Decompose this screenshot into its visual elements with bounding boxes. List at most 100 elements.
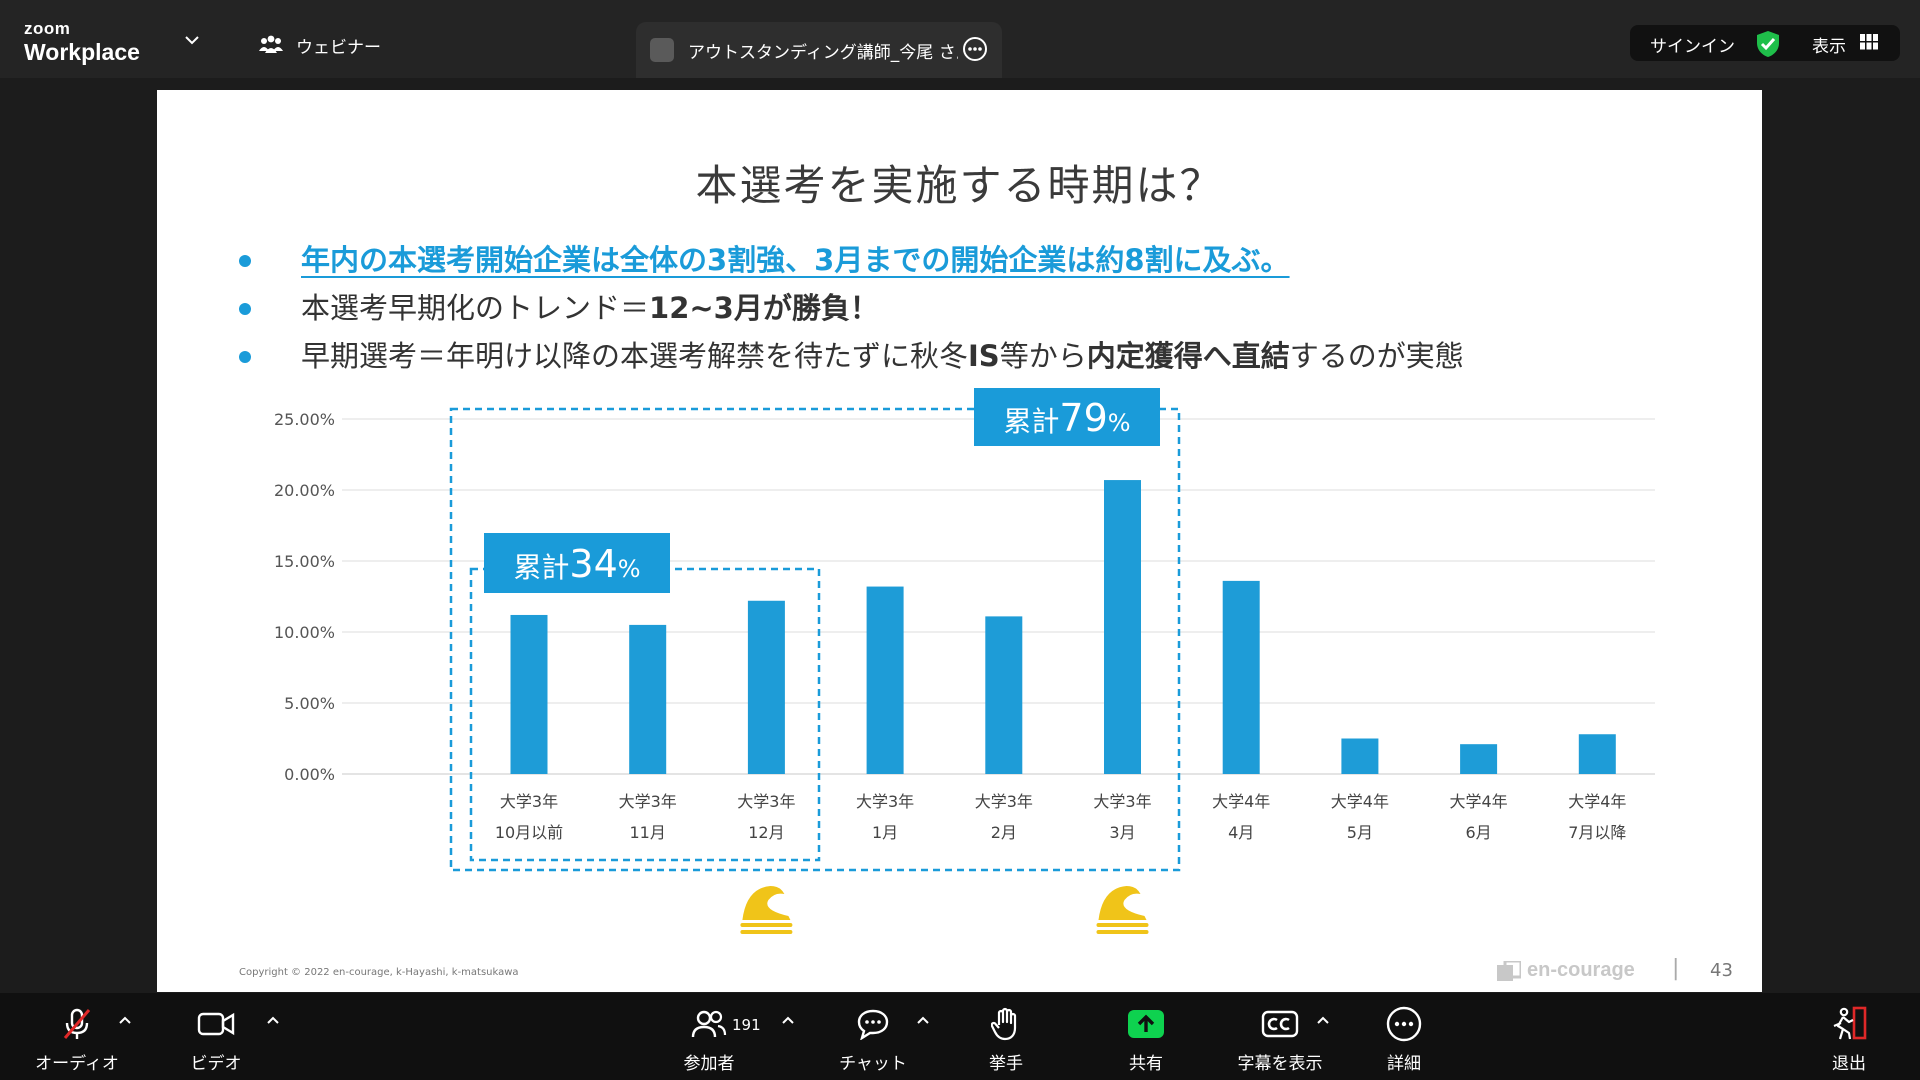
y-tick-label: 5.00% (284, 694, 335, 713)
raise-hand-icon (991, 1007, 1017, 1041)
x-tick-label: 6月 (1466, 823, 1492, 842)
bar (1341, 738, 1379, 774)
bar (629, 624, 667, 774)
x-tick-label: 2月 (991, 823, 1017, 842)
wave-icon (1098, 886, 1147, 920)
captions-options-caret-icon[interactable] (1316, 1015, 1330, 1025)
y-tick-label: 25.00% (274, 410, 335, 429)
share-button[interactable]: 共有 (1106, 993, 1186, 1080)
share-label: 共有 (1129, 1054, 1163, 1074)
cumulative-label: 累計79% (1003, 396, 1130, 440)
slide-title: 本選考を実施する時期は？ (695, 161, 1224, 210)
bar-chart: 0.00% 5.00% 10.00% 15.00% 20.00% 25.00% 大学3年 10… (274, 388, 1655, 934)
wave-line (740, 930, 793, 934)
shared-slide: 本選考を実施する時期は？ 年内の本選考開始企業は全体の3割強、3月までの開始企業… (157, 90, 1762, 992)
more-options-icon (1386, 1006, 1422, 1042)
encourage-logo-text: en-courage (1527, 959, 1635, 981)
video-options-caret-icon[interactable] (266, 1015, 280, 1025)
cumulative-label-bg (484, 533, 670, 593)
raise-hand-button[interactable]: 挙手 (972, 993, 1040, 1080)
webinar-menu[interactable]: ウェビナー (258, 33, 381, 58)
bar (985, 616, 1023, 774)
participants-button[interactable]: 参加者 (672, 993, 746, 1080)
bullet-text-3a: 早期選考＝年明け以降の本選考解禁を待たずに秋冬 (301, 339, 969, 373)
bullet-text-1: 年内の本選考開始企業は全体の3割強、3月までの開始企業は約8割に及ぶ。 (301, 243, 1290, 277)
leave-icon (1833, 1006, 1867, 1040)
x-tick-label: 大学4年 (1568, 792, 1626, 811)
bullet-item: 年内の本選考開始企業は全体の3割強、3月までの開始企業は約8割に及ぶ。 (239, 236, 1464, 284)
account-area: サインイン 表示 (1630, 25, 1900, 61)
closed-captions-icon (1261, 1010, 1299, 1038)
captions-button[interactable]: 字幕を表示 (1232, 993, 1328, 1080)
y-tick-label: 20.00% (274, 481, 335, 500)
wave-line (740, 923, 793, 927)
tab-title: アウトスタンディング講師_今尾 さんの (688, 43, 958, 63)
microphone-muted-icon (63, 1008, 91, 1039)
raise-hand-label: 挙手 (989, 1054, 1023, 1074)
x-tick-label: 大学4年 (1212, 792, 1270, 811)
x-tick-label: 大学3年 (856, 792, 914, 811)
chat-label: チャット (839, 1054, 907, 1074)
bullet-dot (239, 255, 251, 267)
bar (510, 614, 548, 774)
bar (747, 600, 785, 774)
bullet-list: 年内の本選考開始企業は全体の3割強、3月までの開始企業は約8割に及ぶ。 本選考早… (239, 236, 1464, 380)
audio-options-caret-icon[interactable] (118, 1015, 132, 1025)
x-tick-label: 5月 (1347, 823, 1373, 842)
leave-button[interactable]: 退出 (1812, 993, 1886, 1080)
more-options-icon[interactable] (962, 36, 988, 62)
tab-app-icon (650, 38, 674, 62)
video-button[interactable]: ビデオ (180, 993, 252, 1080)
shield-check-icon[interactable] (1755, 30, 1781, 58)
video-camera-icon (197, 1012, 235, 1036)
x-tick-label: 7月以降 (1568, 823, 1626, 842)
cumulative-unit: % (1108, 409, 1131, 437)
bullet-dot (239, 303, 251, 315)
chat-options-caret-icon[interactable] (916, 1015, 930, 1025)
bullet-text-2b: 12~3月が勝負！ (649, 291, 879, 325)
cumulative-label-text: 累計 (513, 551, 569, 584)
participants-label: 参加者 (683, 1054, 735, 1074)
participants-options-caret-icon[interactable] (781, 1015, 795, 1025)
view-button[interactable]: 表示 (1812, 37, 1846, 57)
bullet-item: 早期選考＝年明け以降の本選考解禁を待たずに秋冬IS等から内定獲得へ直結するのが実… (239, 332, 1464, 380)
bullet-dot (239, 351, 251, 363)
y-tick-label: 10.00% (274, 623, 335, 642)
x-tick-label: 大学3年 (500, 792, 558, 811)
chevron-down-icon[interactable] (184, 35, 200, 45)
x-tick-label: 大学3年 (619, 792, 677, 811)
bullet-text-3c: 等から (999, 339, 1087, 373)
bar (1222, 580, 1260, 774)
brand-workplace-text: Workplace (24, 39, 140, 65)
footer-separator: | (1672, 956, 1680, 981)
x-tick-label: 大学3年 (1093, 792, 1151, 811)
bullet-text-3e: するのが実態 (1289, 339, 1464, 373)
x-tick-label: 1月 (872, 823, 898, 842)
encourage-logo: en-courage (1497, 959, 1635, 982)
brand-zoom-text: zoom (24, 19, 71, 38)
grid-view-icon[interactable] (1860, 34, 1878, 50)
cumulative-value: 34 (569, 542, 617, 586)
wave-icon (742, 886, 791, 920)
meeting-tab[interactable]: アウトスタンディング講師_今尾 さんの (636, 22, 1002, 78)
bullet-text-2a: 本選考早期化のトレンド＝ (301, 291, 650, 325)
audio-button[interactable]: オーディオ (34, 993, 120, 1080)
cumulative-box (449, 407, 1181, 872)
signin-button[interactable]: サインイン (1650, 37, 1735, 57)
x-tick-label: 大学4年 (1331, 792, 1389, 811)
x-tick-label: 大学4年 (1450, 792, 1508, 811)
bullet-text-3b: IS (968, 339, 1000, 373)
share-screen-icon (1128, 1010, 1164, 1038)
more-button[interactable]: 詳細 (1370, 993, 1438, 1080)
chat-bubble-icon (857, 1009, 889, 1040)
wave-line (1096, 930, 1149, 934)
app-logo[interactable]: zoom Workplace (24, 20, 140, 64)
x-tick-label: 10月以前 (495, 823, 563, 842)
more-label: 詳細 (1387, 1054, 1421, 1074)
x-tick-label: 4月 (1228, 823, 1254, 842)
bullet-text-3d: 内定獲得へ直結 (1086, 339, 1290, 373)
cumulative-value: 79 (1059, 396, 1107, 440)
bullet-item: 本選考早期化のトレンド＝12~3月が勝負！ (239, 284, 1464, 332)
bar (1578, 734, 1616, 774)
chat-button[interactable]: チャット (836, 993, 910, 1080)
